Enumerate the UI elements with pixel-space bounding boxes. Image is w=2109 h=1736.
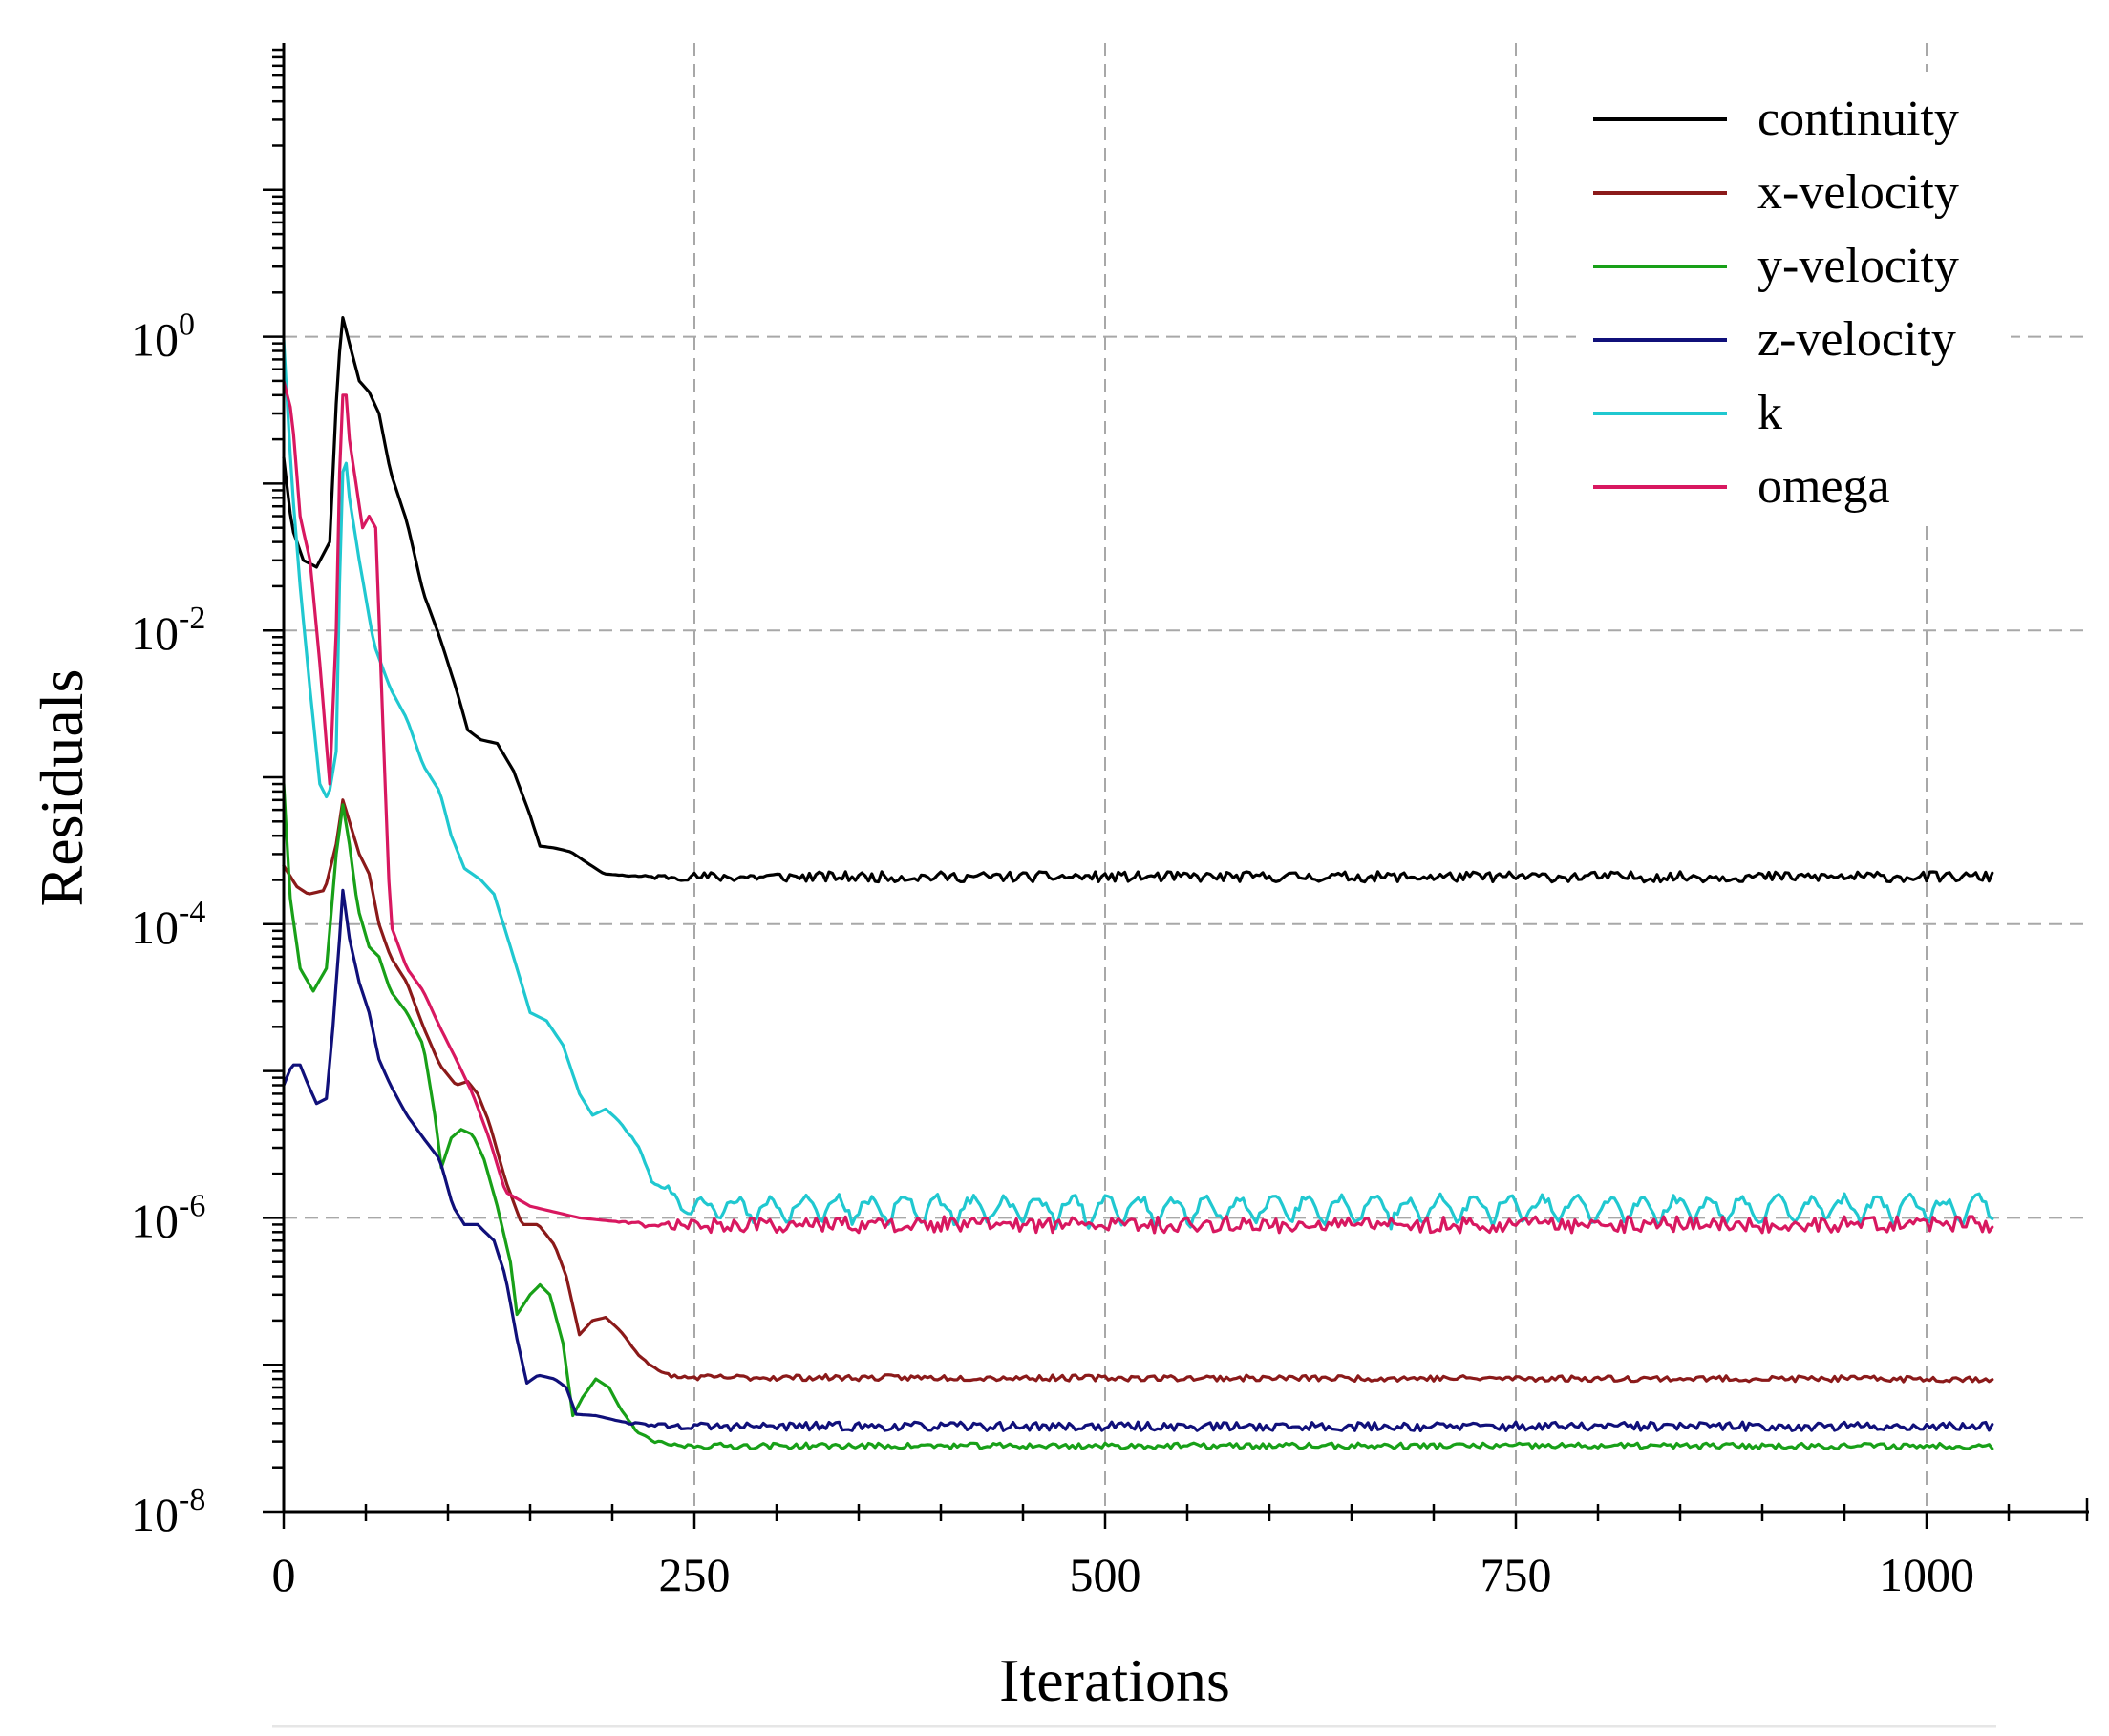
- x-tick-label: 250: [659, 1548, 731, 1601]
- y-tick-label: 10-4: [131, 895, 205, 954]
- y-axis-title: Residuals: [28, 669, 96, 907]
- axes: 100 10-2 10-4 10-6 10-8 0 250 500 750 1000: [131, 43, 2089, 1728]
- series-line-z-velocity: [282, 888, 1994, 1432]
- y-tick-label: 10-6: [131, 1188, 205, 1247]
- y-tick-label: 10-8: [131, 1482, 205, 1541]
- series-line-omega: [282, 379, 1994, 1235]
- x-tick-label: 750: [1481, 1548, 1552, 1601]
- series-line-x-velocity: [282, 798, 1994, 1384]
- series-lines: [282, 316, 1994, 1450]
- series-line-k: [282, 338, 1994, 1231]
- legend-label-z-velocity: z-velocity: [1758, 312, 1956, 367]
- legend-box: [1576, 72, 2011, 520]
- series-line-y-velocity: [282, 782, 1994, 1450]
- legend-label-omega: omega: [1758, 459, 1890, 514]
- x-axis-title: Iterations: [999, 1646, 1230, 1714]
- y-tick-label: 100: [131, 307, 195, 367]
- legend-label-k: k: [1758, 386, 1782, 440]
- x-tick-label: 500: [1070, 1548, 1141, 1601]
- x-tick-label: 0: [272, 1548, 296, 1601]
- legend-label-y-velocity: y-velocity: [1758, 239, 1959, 293]
- y-tick-label: 10-2: [131, 601, 205, 660]
- x-tick-label: 1000: [1879, 1548, 1974, 1601]
- legend: continuity x-velocity y-velocity z-velocity…: [1576, 72, 2011, 520]
- legend-label-x-velocity: x-velocity: [1758, 165, 1959, 220]
- series-line-continuity: [282, 316, 1994, 884]
- legend-label-continuity: continuity: [1758, 92, 1959, 146]
